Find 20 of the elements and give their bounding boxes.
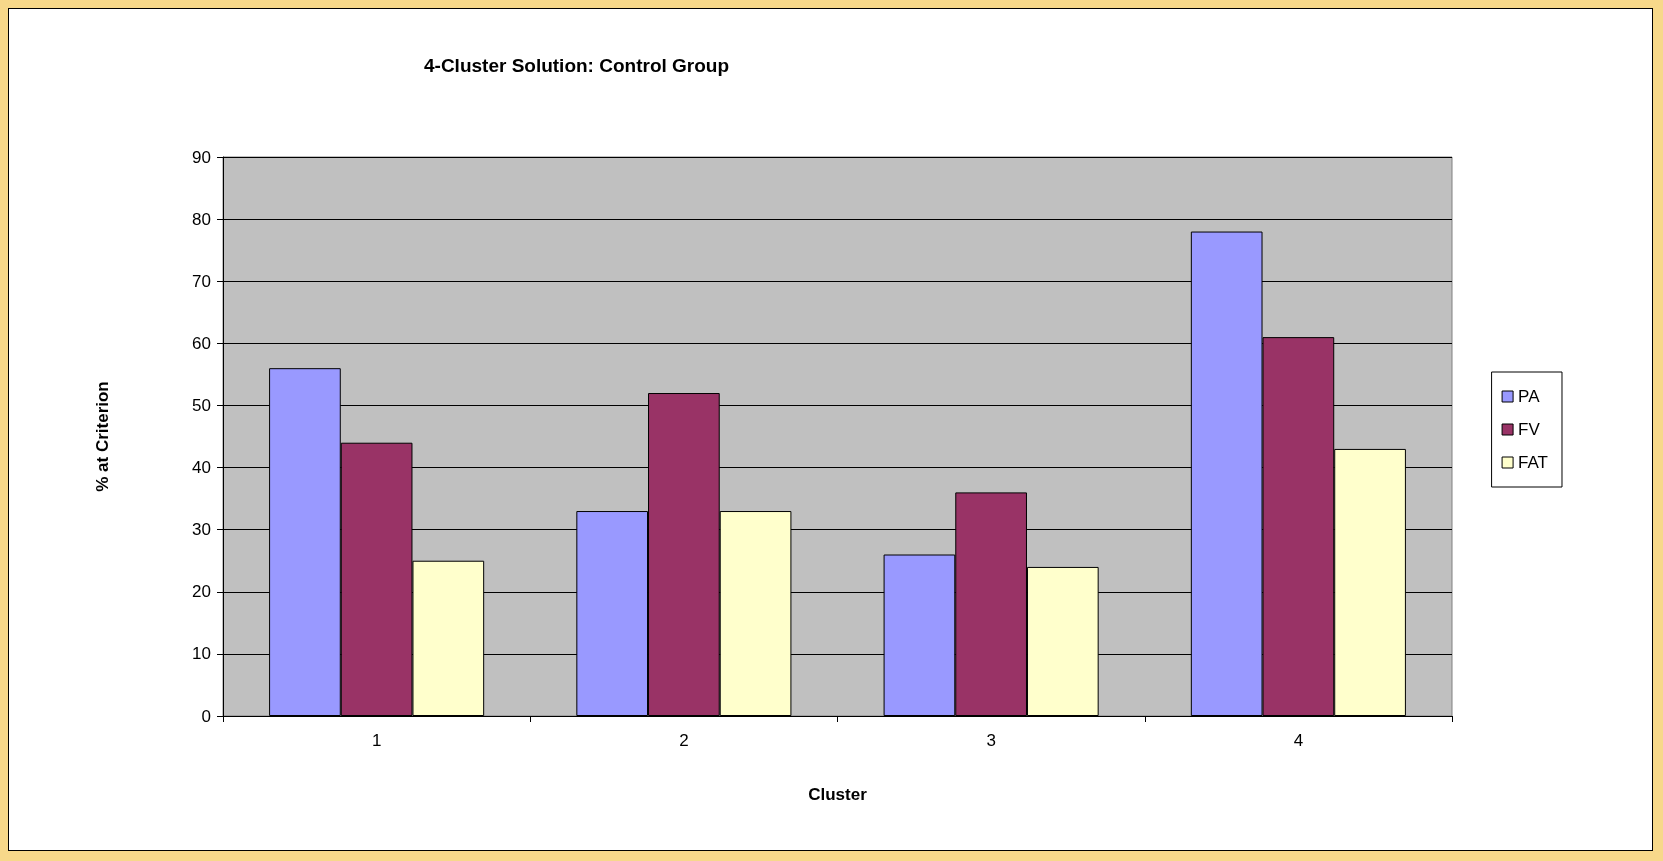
y-tick-label: 10 xyxy=(192,644,211,664)
x-tick-label: 2 xyxy=(679,731,689,750)
legend-label: PA xyxy=(1518,387,1541,406)
y-tick-label: 20 xyxy=(192,582,211,602)
y-tick-label: 90 xyxy=(192,147,211,167)
x-tick-label: 3 xyxy=(986,731,996,750)
y-tick-label: 30 xyxy=(192,520,211,540)
x-axis-title: Cluster xyxy=(808,785,868,804)
y-tick-label: 0 xyxy=(201,706,211,726)
y-tick-label: 40 xyxy=(192,458,211,478)
y-tick-label: 50 xyxy=(192,395,211,415)
chart-title: 4-Cluster Solution: Control Group xyxy=(424,55,730,76)
legend-label: FV xyxy=(1518,420,1541,439)
x-tick-label: 4 xyxy=(1293,731,1304,750)
legend-label: FAT xyxy=(1518,453,1549,472)
y-tick-label: 70 xyxy=(192,271,211,291)
x-tick-label: 1 xyxy=(371,731,382,750)
y-axis-title: % at Criterion xyxy=(93,381,112,492)
y-tick-label: 80 xyxy=(192,209,211,229)
y-tick-label: 60 xyxy=(192,333,211,353)
